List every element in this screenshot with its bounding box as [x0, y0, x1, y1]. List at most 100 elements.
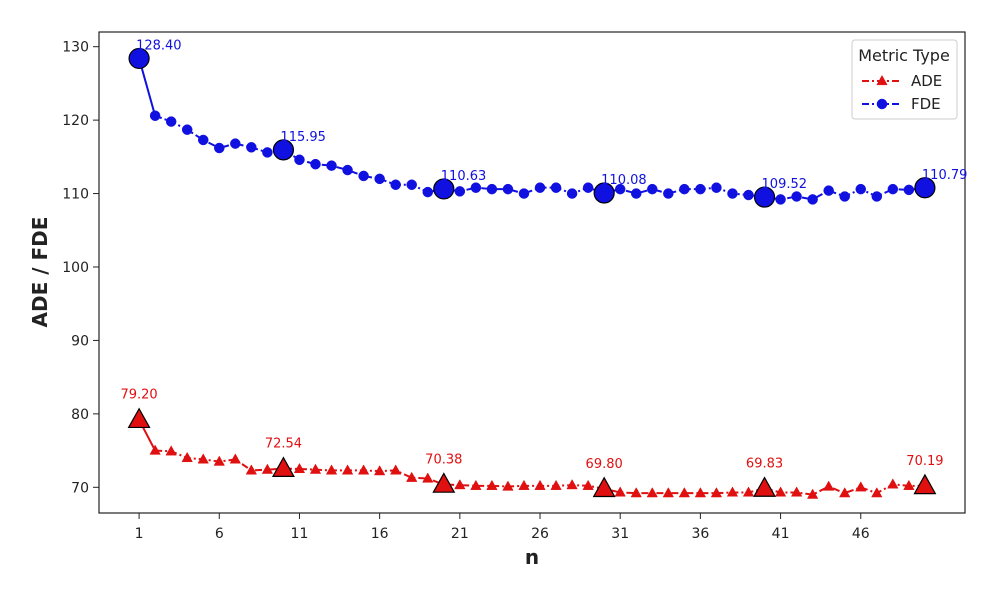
data-point-ade — [486, 479, 498, 490]
data-point-fde — [374, 173, 385, 185]
data-point-fde — [663, 188, 674, 199]
data-point-fde — [230, 138, 241, 149]
data-point-ade — [502, 480, 514, 491]
data-point-fde — [679, 183, 690, 195]
legend-marker — [876, 74, 888, 86]
data-point-ade — [341, 464, 354, 475]
legend-label: ADE — [911, 72, 942, 90]
data-point-fde — [630, 188, 642, 199]
data-point-fde — [518, 188, 530, 199]
data-point-fde — [743, 189, 754, 201]
data-point-ade — [293, 462, 306, 474]
data-point-ade — [903, 479, 915, 490]
data-point-ade — [181, 451, 193, 463]
legend-box — [851, 39, 958, 120]
legend-label: FDE — [911, 95, 941, 113]
x-tick-label: 26 — [531, 526, 549, 542]
data-point-ade — [566, 479, 578, 490]
x-tick-label: 41 — [772, 526, 790, 542]
data-point-ade — [390, 464, 402, 475]
data-label-fde: 110.08 — [601, 173, 647, 188]
data-point-ade — [165, 445, 177, 456]
data-point-ade — [582, 479, 594, 490]
x-tick-label: 21 — [451, 526, 469, 542]
data-point-ade — [839, 487, 851, 498]
x-tick-label: 36 — [691, 526, 709, 542]
data-point-ade — [357, 464, 370, 475]
y-tick-label: 120 — [62, 113, 89, 129]
highlight-point-ade — [753, 476, 777, 497]
data-label-fde: 110.79 — [922, 168, 968, 183]
data-point-ade — [887, 478, 899, 489]
data-point-fde — [791, 191, 802, 202]
x-tick-label: 31 — [611, 526, 629, 542]
data-point-ade — [518, 479, 530, 490]
y-tick-label: 100 — [62, 260, 89, 276]
data-point-fde — [358, 170, 369, 182]
data-point-ade — [806, 488, 819, 499]
data-point-ade — [678, 487, 691, 498]
y-axis: 70 80 90 100 110 120 130 — [62, 40, 99, 496]
data-point-fde — [566, 188, 578, 199]
data-point-fde — [246, 142, 257, 153]
data-point-ade — [229, 453, 241, 464]
data-point-fde — [454, 186, 466, 197]
series-layer: 79.20 72.54 70.38 69.80 69.83 70.19 128.40 115.… — [120, 38, 968, 499]
highlight-point-ade — [127, 407, 151, 429]
data-point-ade — [710, 487, 723, 498]
series-ade: 79.20 72.54 70.38 69.80 69.83 70.19 — [120, 388, 944, 499]
y-tick-label: 70 — [71, 480, 89, 496]
data-point-ade — [149, 444, 161, 455]
data-label-fde: 128.40 — [136, 38, 182, 53]
legend-entry-ade: ADE — [862, 72, 942, 90]
data-point-fde — [903, 184, 915, 196]
data-point-ade — [550, 479, 562, 490]
highlight-point-fde — [593, 182, 615, 204]
data-point-ade — [726, 486, 739, 497]
series-fde: 128.40 115.95 110.63 110.08 109.52 110.79 — [128, 38, 968, 208]
data-point-ade — [823, 480, 835, 491]
x-axis: 1 6 11 16 21 26 31 36 41 46 — [135, 513, 870, 542]
data-point-fde — [582, 182, 594, 193]
highlight-point-fde — [433, 178, 455, 200]
data-point-fde — [807, 194, 818, 205]
x-tick-label: 11 — [291, 526, 309, 542]
highlight-point-fde — [272, 139, 295, 161]
data-point-fde — [422, 186, 434, 198]
data-point-fde — [197, 134, 209, 146]
y-tick-label: 80 — [71, 407, 89, 423]
data-label-fde: 115.95 — [280, 130, 326, 145]
data-point-fde — [695, 183, 706, 195]
legend: Metric Type ADE FDE — [851, 39, 958, 120]
data-point-ade — [855, 481, 867, 492]
data-label-ade: 70.38 — [425, 453, 462, 468]
data-point-ade — [470, 479, 482, 490]
data-point-fde — [711, 182, 722, 193]
y-tick-label: 90 — [71, 333, 89, 349]
data-label-fde: 109.52 — [762, 177, 808, 192]
legend-marker — [876, 98, 888, 110]
x-tick-label: 1 — [135, 526, 144, 542]
data-point-fde — [823, 185, 834, 196]
data-point-ade — [534, 479, 546, 490]
y-axis-label: ADE / FDE — [28, 217, 52, 328]
x-tick-label: 16 — [371, 526, 389, 542]
data-point-ade — [245, 464, 258, 475]
data-label-ade: 69.83 — [746, 457, 783, 472]
data-point-ade — [742, 486, 755, 497]
data-point-ade — [614, 486, 626, 497]
data-point-fde — [614, 183, 626, 195]
data-point-fde — [390, 179, 401, 190]
data-point-fde — [647, 183, 658, 195]
data-label-ade: 72.54 — [265, 437, 302, 452]
data-point-fde — [727, 188, 738, 199]
data-point-fde — [165, 116, 177, 127]
data-point-fde — [502, 183, 514, 195]
data-point-ade — [454, 479, 466, 490]
data-point-fde — [294, 154, 305, 166]
data-point-fde — [839, 191, 850, 202]
data-point-ade — [646, 487, 658, 498]
data-label-fde: 110.63 — [441, 169, 487, 184]
data-point-ade — [871, 487, 883, 498]
